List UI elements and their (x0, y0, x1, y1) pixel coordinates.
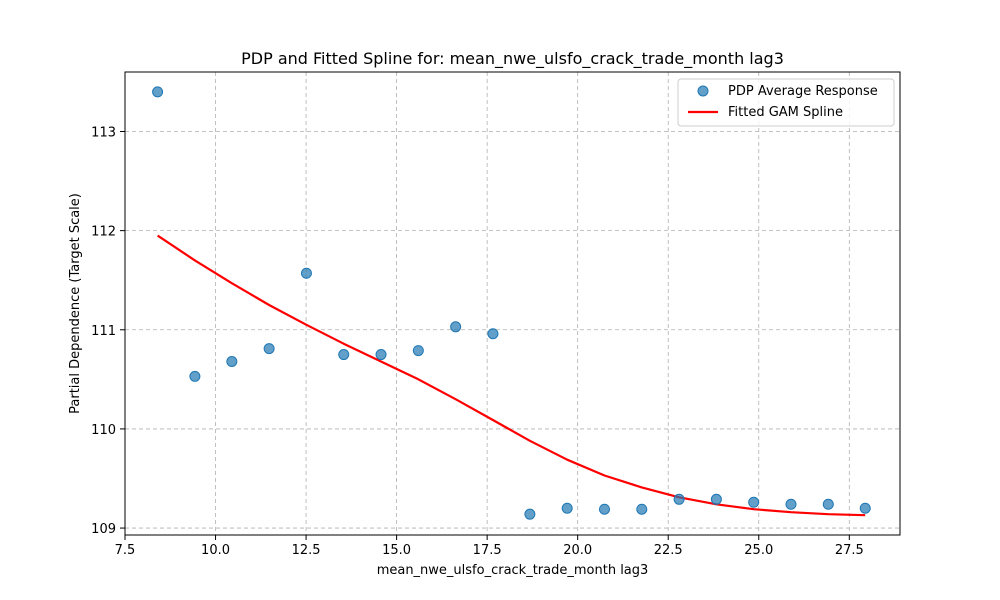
grid-lines (124, 72, 900, 535)
y-tick-label: 109 (91, 522, 116, 537)
spline-line (156, 234, 866, 517)
y-tick-label: 110 (91, 423, 116, 438)
pdp-point (338, 349, 350, 361)
x-axis-ticks: 7.5 10.0 12.5 15.0 17.5 20.0 22.5 25.0 27.5 (115, 535, 864, 558)
x-tick-label: 25.0 (744, 543, 773, 558)
x-tick-label: 15.0 (382, 543, 411, 558)
x-tick-label: 12.5 (292, 543, 321, 558)
legend-box (677, 78, 895, 127)
pdp-point (673, 493, 685, 505)
y-axis-ticks: 109 110 111 112 113 (91, 125, 125, 537)
legend-label-pdp: PDP Average Response (728, 84, 878, 99)
pdp-point (636, 503, 648, 515)
scatter-points (152, 86, 871, 520)
x-axis-label: mean_nwe_ulsfo_crack_trade_month lag3 (377, 563, 649, 578)
x-tick-label: 17.5 (473, 543, 502, 558)
x-tick-label: 20.0 (563, 543, 592, 558)
x-tick-label: 22.5 (654, 543, 683, 558)
pdp-point (375, 349, 387, 361)
legend-label-spline: Fitted GAM Spline (728, 105, 843, 120)
pdp-point (561, 502, 573, 514)
x-tick-label: 7.5 (115, 543, 136, 558)
pdp-point (226, 355, 238, 367)
chart-title: PDP and Fitted Spline for: mean_nwe_ulsf… (241, 49, 784, 69)
spline-layer (156, 234, 866, 517)
legend: PDP Average Response Fitted GAM Spline (677, 78, 895, 127)
pdp-point (450, 321, 462, 333)
x-tick-label: 27.5 (835, 543, 864, 558)
pdp-point (524, 508, 536, 520)
pdp-point (263, 343, 275, 355)
pdp-point (487, 328, 499, 340)
x-tick-label: 10.0 (201, 543, 230, 558)
legend-marker-pdp (697, 85, 709, 97)
pdp-point (152, 86, 164, 98)
pdp-point (822, 498, 834, 510)
plot-frame (124, 71, 901, 536)
pdp-point (300, 267, 312, 279)
pdp-point (785, 498, 797, 510)
y-tick-label: 113 (91, 125, 116, 140)
pdp-point (189, 370, 201, 382)
pdp-point (748, 496, 760, 508)
y-tick-label: 111 (91, 324, 116, 339)
pdp-point (412, 345, 424, 357)
y-axis-label: Partial Dependence (Target Scale) (68, 193, 83, 414)
pdp-point (598, 503, 610, 515)
pdp-point (710, 493, 722, 505)
pdp-point (859, 502, 871, 514)
y-tick-label: 112 (91, 225, 116, 240)
